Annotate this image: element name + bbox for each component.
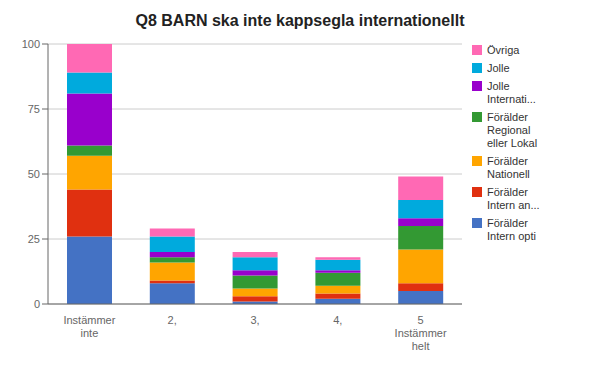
svg-text:0: 0 bbox=[34, 298, 40, 310]
svg-text:50: 50 bbox=[28, 168, 40, 180]
html-text:Övriga: Övriga bbox=[487, 44, 520, 56]
svg-text:3,: 3, bbox=[250, 314, 259, 326]
html-text:Förälder: Förälder bbox=[487, 155, 528, 167]
html-text:Förälder: Förälder bbox=[487, 217, 528, 229]
html-text:Jolle: Jolle bbox=[487, 80, 510, 92]
svg-text:4,: 4, bbox=[333, 314, 342, 326]
html-text:Jolle: Jolle bbox=[487, 62, 510, 74]
svg-text:Instämmerinte: Instämmerinte bbox=[63, 314, 115, 339]
html-text:Förälder: Förälder bbox=[487, 111, 528, 123]
svg-text:25: 25 bbox=[28, 233, 40, 245]
html-text:Internati...: Internati... bbox=[487, 93, 536, 105]
html-text:Nationell: Nationell bbox=[487, 168, 530, 180]
svg-text:100: 100 bbox=[22, 38, 40, 50]
html-text:Förälder: Förälder bbox=[487, 186, 528, 198]
html-text:eller Lokal: eller Lokal bbox=[487, 137, 538, 149]
html-text:Intern opti: Intern opti bbox=[487, 230, 536, 242]
svg-text:75: 75 bbox=[28, 103, 40, 115]
html-text:Regional: Regional bbox=[487, 124, 531, 136]
html-text:Q8 BARN ska inte kappsegla int: Q8 BARN ska inte kappsegla internationel… bbox=[135, 12, 465, 29]
svg-text:2,: 2, bbox=[168, 314, 177, 326]
svg-text:5Instämmerhelt: 5Instämmerhelt bbox=[395, 314, 447, 352]
html-text:Intern an...: Intern an... bbox=[487, 199, 540, 211]
